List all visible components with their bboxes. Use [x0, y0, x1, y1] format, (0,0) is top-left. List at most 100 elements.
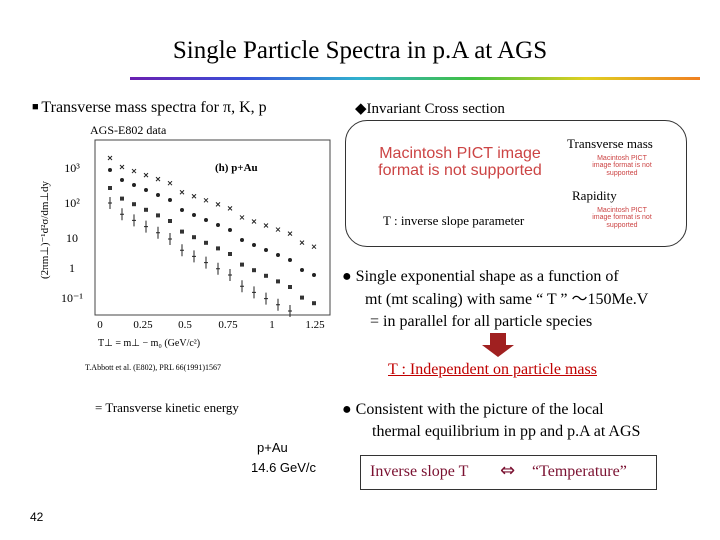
- plot-marker: [252, 286, 256, 299]
- rapidity-label: Rapidity: [572, 188, 617, 203]
- bullet-text: Consistent with the picture of the local: [355, 401, 604, 418]
- data-source: AGS-E802 data: [90, 123, 167, 137]
- plot-marker: [276, 298, 280, 311]
- plot-marker: [168, 198, 172, 202]
- bullet: ◆: [355, 101, 367, 117]
- y-tick-label: 1: [69, 261, 75, 275]
- plot-marker: [156, 193, 160, 197]
- box-left: Inverse slope T: [370, 463, 469, 480]
- plot-markers: [107, 155, 317, 317]
- transverse-mass-label: Transverse mass: [567, 136, 653, 151]
- plot-marker: [168, 219, 172, 223]
- plot-marker: [108, 197, 112, 209]
- plot-marker: [191, 193, 197, 199]
- plot-marker: [144, 188, 148, 192]
- plot-marker: [299, 240, 305, 245]
- pict-placeholder: Macintosh PICT image format is not suppo…: [592, 154, 652, 177]
- plot-marker: [227, 206, 233, 211]
- y-tick-label: 10³: [64, 161, 80, 175]
- temperature-box: [360, 455, 657, 490]
- panel-label: (h) p+Au: [215, 162, 258, 174]
- plot-marker: [131, 168, 137, 174]
- plot-marker: [240, 280, 244, 293]
- plot-marker: [204, 218, 208, 222]
- x-tick-label: 0.25: [133, 319, 153, 331]
- plot-marker: [215, 202, 221, 207]
- plot-marker: [203, 197, 209, 203]
- page-number: 42: [30, 510, 44, 524]
- box-right: “Temperature”: [532, 463, 627, 480]
- bullet-text: mt (mt scaling) with same “ T ” ～150Me.V: [365, 291, 649, 308]
- plot-marker: [312, 273, 316, 277]
- left-heading-row: ■ Transverse mass spectra for π, K, p: [32, 100, 267, 116]
- plot-marker: [275, 227, 281, 232]
- plot-marker: [132, 183, 136, 187]
- plot-frame: [94, 139, 331, 316]
- plot-marker: [120, 196, 124, 201]
- plot-marker: [192, 213, 196, 217]
- plot-marker: [288, 258, 292, 262]
- box-symbol: ⇔: [500, 460, 516, 481]
- plot-marker: [287, 231, 293, 236]
- bullet: ●: [342, 268, 356, 285]
- plot-marker: [143, 172, 149, 178]
- plot-marker: [120, 178, 124, 182]
- plot-marker: [180, 229, 184, 234]
- plot-marker: [168, 233, 172, 245]
- plot-marker: [180, 208, 184, 212]
- plot-marker: [252, 243, 256, 247]
- x-tick-label: 0: [97, 319, 103, 331]
- plot-marker: [311, 244, 317, 250]
- plot-marker: [288, 305, 292, 317]
- x-axis-label: T⊥ = m⊥ − m₀ (GeV/c²): [98, 338, 200, 349]
- plot-marker: [288, 285, 292, 289]
- plot-marker: [132, 214, 136, 227]
- plot-marker: [228, 252, 232, 256]
- plot-marker: [144, 220, 148, 233]
- plot-marker: [192, 235, 196, 240]
- pict-placeholder: Macintosh PICT image format is not suppo…: [378, 144, 542, 179]
- plot-marker: [119, 164, 125, 170]
- slope-definition: T : inverse slope parameter: [383, 213, 525, 228]
- plot-marker: [108, 168, 112, 172]
- plot-marker: [192, 250, 196, 263]
- y-tick-label: 10: [66, 231, 78, 245]
- x-tick-label: 1.25: [305, 319, 325, 331]
- bullet-text: Single exponential shape as a function o…: [355, 268, 619, 285]
- plot-marker: [132, 202, 136, 207]
- x-tick-label: 0.5: [178, 319, 192, 331]
- plot-marker: [156, 226, 160, 239]
- reference: T.Abbott et al. (E802), PRL 66(1991)1567: [85, 363, 221, 372]
- plot-marker: [276, 253, 280, 257]
- right-heading: Invariant Cross section: [366, 101, 505, 117]
- plot-marker: [216, 223, 220, 227]
- bullet-text: = in parallel for all particle species: [370, 313, 593, 330]
- plot-marker: [155, 176, 161, 182]
- plot-marker: [263, 223, 269, 228]
- plot-marker: [108, 186, 112, 190]
- plot-marker: [216, 262, 220, 275]
- down-arrow: [482, 333, 514, 357]
- plot-marker: [179, 189, 185, 195]
- plot-marker: [180, 244, 184, 257]
- plot-marker: [228, 269, 232, 281]
- plot-marker: [216, 246, 220, 251]
- bullet-line: ● Consistent with the picture of the loc…: [342, 402, 604, 418]
- plot-marker: [264, 248, 268, 252]
- plot-marker: [107, 155, 113, 161]
- left-heading: Transverse mass spectra for π, K, p: [41, 99, 267, 116]
- plot-marker: [251, 219, 257, 224]
- plot-marker: [300, 268, 304, 272]
- bullet-line: ● Single exponential shape as a function…: [342, 269, 619, 285]
- x-tick-label: 1: [269, 319, 275, 331]
- plot-marker: [312, 301, 316, 306]
- plot-marker: [240, 238, 244, 242]
- plot-marker: [300, 295, 304, 300]
- pict-placeholder: Macintosh PICT image format is not suppo…: [592, 206, 652, 229]
- conclusion: T : Independent on particle mass: [388, 361, 597, 378]
- bullet: ●: [342, 401, 356, 418]
- plot-marker: [276, 279, 280, 284]
- right-heading-row: ◆Invariant Cross section: [355, 102, 505, 117]
- plot-marker: [252, 268, 256, 273]
